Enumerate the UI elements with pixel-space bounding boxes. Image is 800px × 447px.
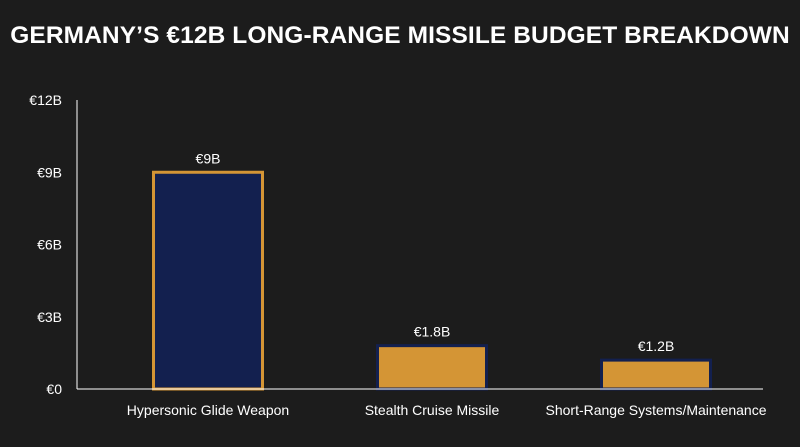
x-tick-label: Hypersonic Glide Weapon (127, 402, 289, 418)
y-tick-label: €0 (46, 381, 62, 397)
y-tick-label: €6B (37, 237, 62, 253)
x-tick-label: Stealth Cruise Missile (365, 402, 500, 418)
bar-value-label: €9B (196, 150, 221, 166)
y-tick-label: €3B (37, 309, 62, 325)
bar (152, 170, 264, 391)
y-axis-ticks: €0 €3B €6B €9B €12B (29, 92, 62, 397)
value-labels: €9B €1.8B €1.2B (196, 150, 675, 354)
bar-value-label: €1.8B (414, 324, 451, 340)
chart-title: GERMANY’S €12B LONG-RANGE MISSILE BUDGET… (10, 22, 790, 49)
y-tick-label: €12B (29, 92, 62, 108)
x-tick-label: Short-Range Systems/Maintenance (546, 402, 767, 418)
bars (152, 170, 712, 391)
bar-value-label: €1.2B (638, 338, 675, 354)
bar (600, 358, 712, 391)
y-tick-label: €9B (37, 164, 62, 180)
x-axis-labels: Hypersonic Glide Weapon Stealth Cruise Mi… (127, 402, 767, 418)
bar (376, 344, 488, 391)
